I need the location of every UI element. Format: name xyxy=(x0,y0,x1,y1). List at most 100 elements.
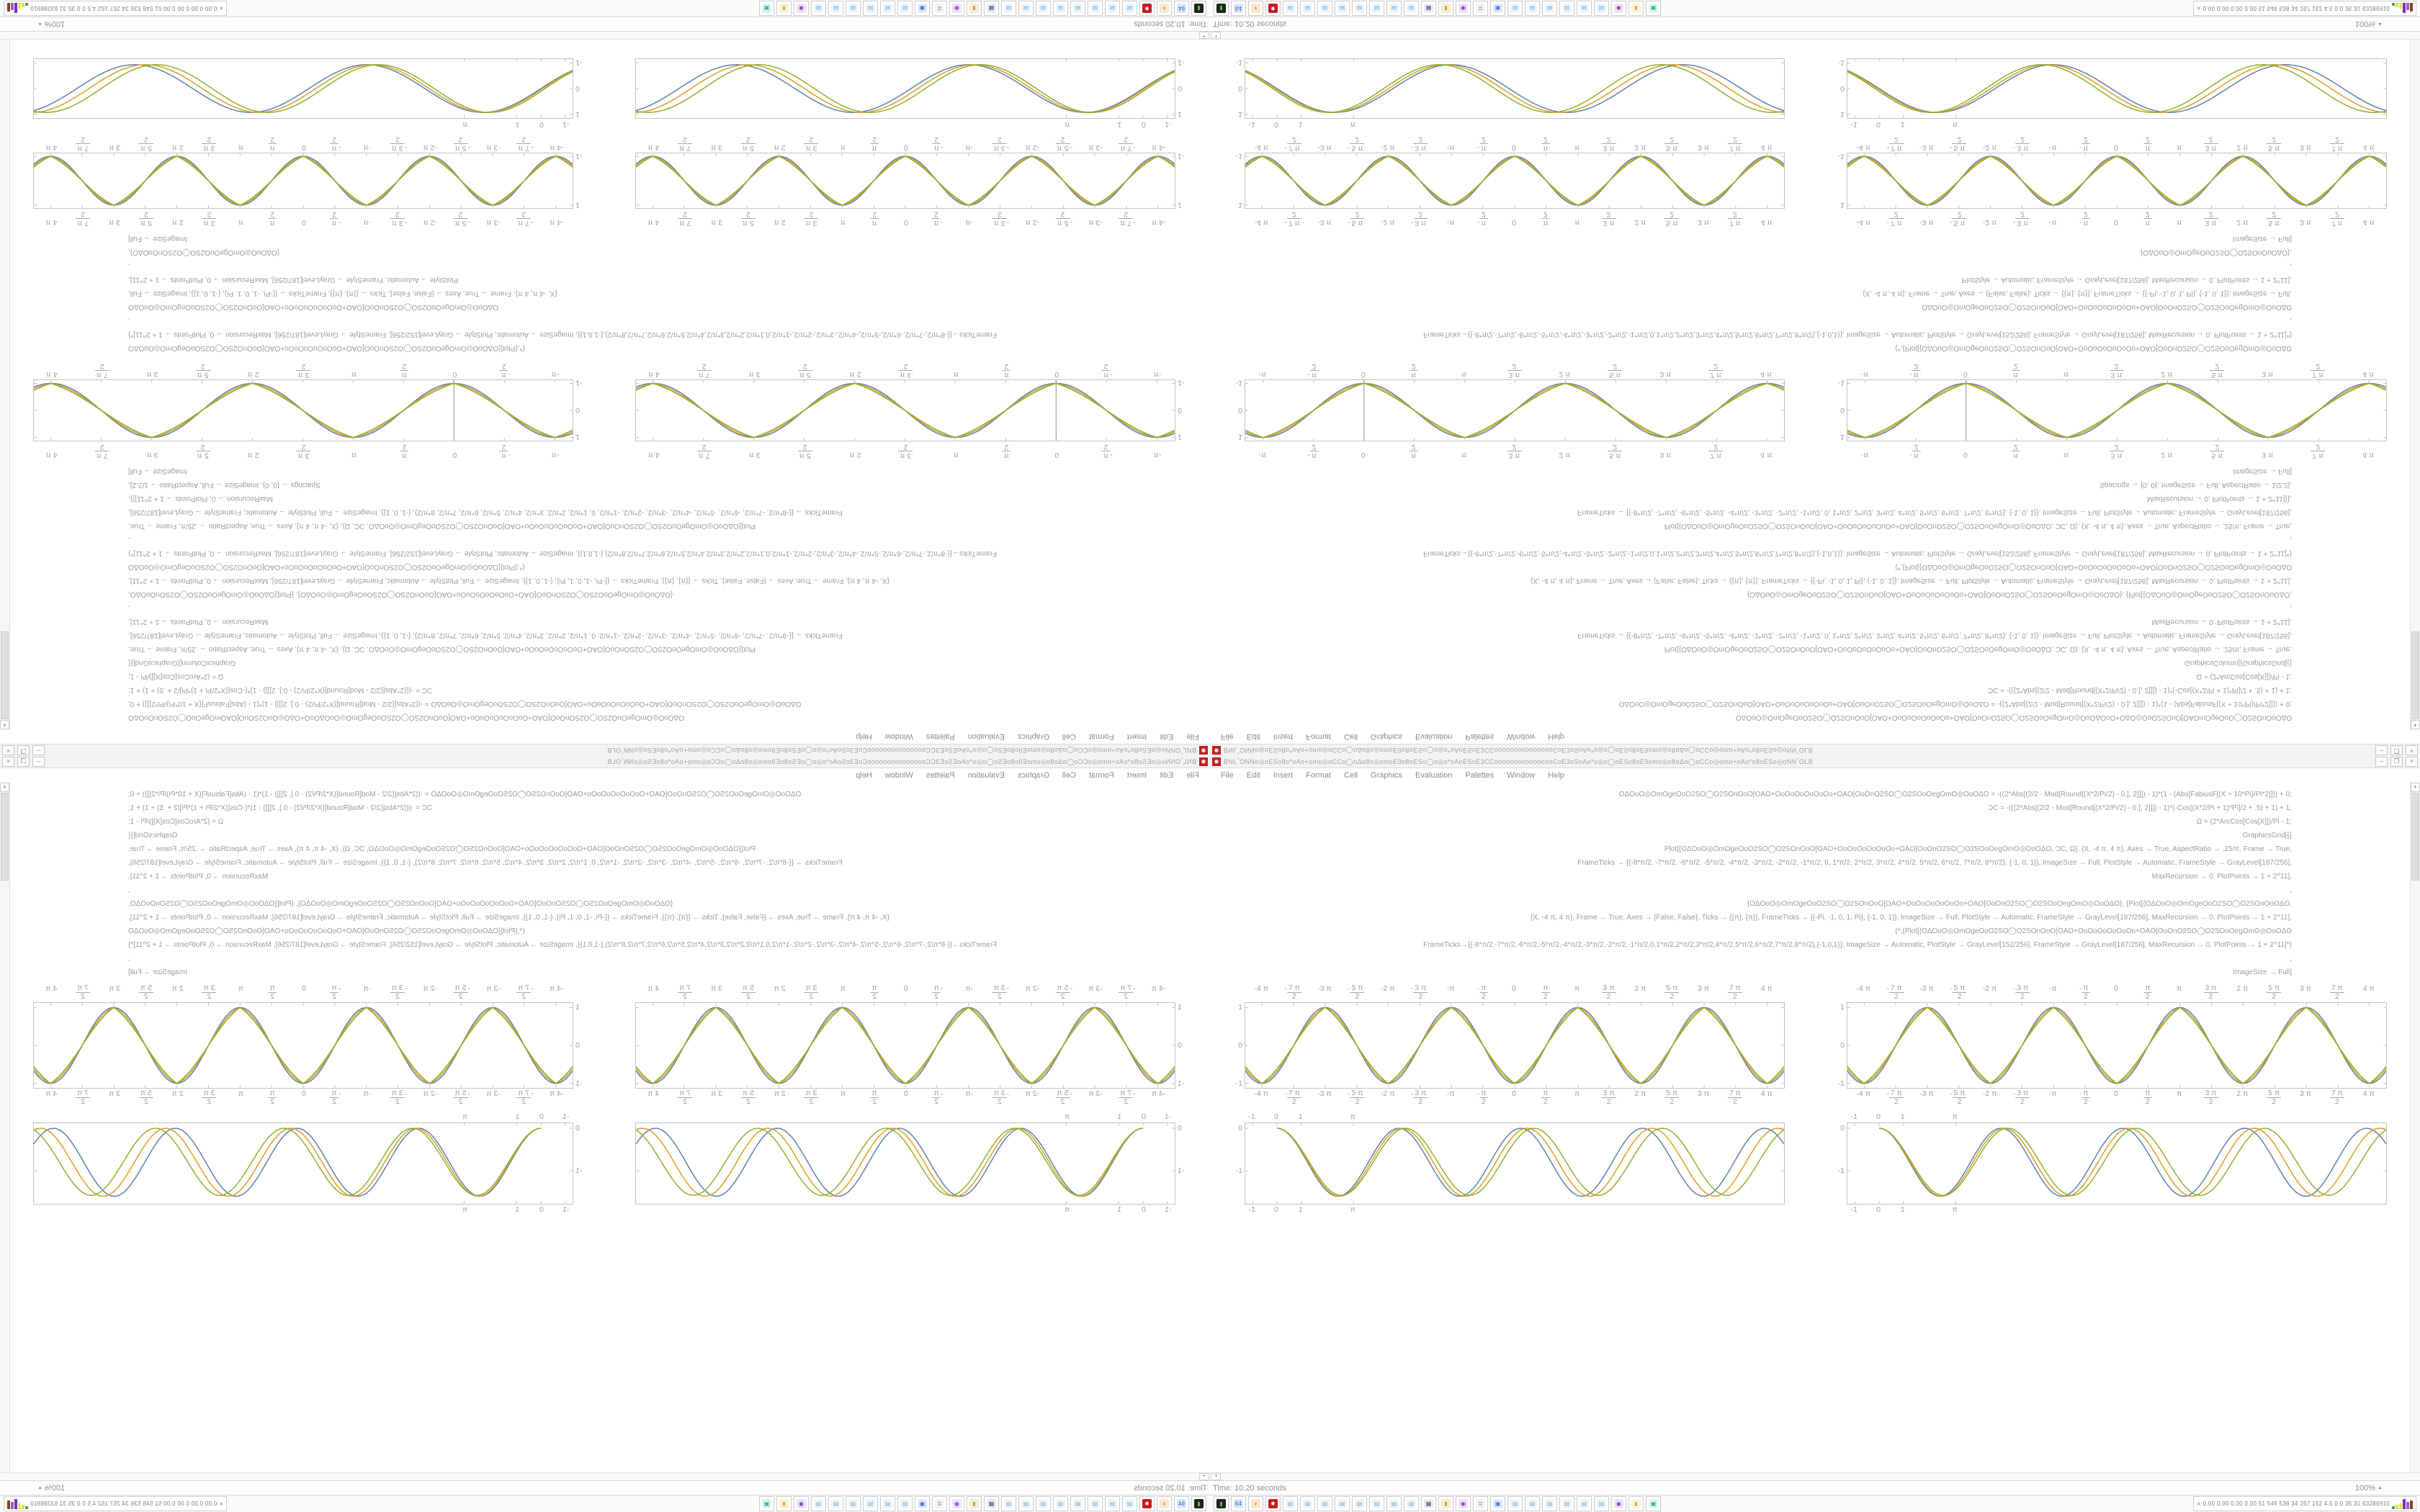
restore-button[interactable]: ❐ xyxy=(2390,757,2403,767)
taskbar-button-masks[interactable]: ◉ xyxy=(1611,1,1626,16)
taskbar-button-teal-app[interactable]: ▣ xyxy=(759,1,774,16)
taskbar-button-terminal[interactable]: ▮ xyxy=(1191,1,1206,16)
close-button[interactable]: × xyxy=(2406,745,2418,755)
taskbar-button-disk-64[interactable]: 64 xyxy=(1174,1,1189,16)
close-button[interactable]: × xyxy=(2406,757,2418,767)
vertical-scrollbar[interactable]: ▴ xyxy=(0,40,10,730)
zoom-control[interactable]: 100% ▲ xyxy=(37,20,65,29)
window-titlebar[interactable]: ✹ BNL‾ONNo◎oESo8o*oAo+omo◎oCCo◯oΔo8o◎omo… xyxy=(1210,756,2420,768)
restore-button[interactable]: ❐ xyxy=(2390,745,2403,755)
window-titlebar[interactable]: ✹ BNL‾ONNo◎oESo8o*oAo+omo◎oCCo◯oΔo8o◎omo… xyxy=(1210,744,2420,756)
taskbar-button-window-blue[interactable]: ▣ xyxy=(915,1496,930,1511)
menu-evaluation[interactable]: Evaluation xyxy=(1415,732,1453,742)
menu-insert[interactable]: Insert xyxy=(1273,732,1294,742)
taskbar-button-owl[interactable]: ◉ xyxy=(1456,1496,1471,1511)
restore-button[interactable]: ❐ xyxy=(17,745,30,755)
menu-palettes[interactable]: Palettes xyxy=(1465,732,1494,742)
scroll-up-arrow[interactable]: ▴ xyxy=(0,720,9,729)
taskbar-button-notebook[interactable]: ▤ xyxy=(1053,1,1068,16)
taskbar-button-window-blue[interactable]: ▣ xyxy=(915,1,930,16)
vertical-scrollbar[interactable]: ▴ xyxy=(2410,40,2420,730)
taskbar-button-notebook[interactable]: ▤ xyxy=(1369,1496,1384,1511)
taskbar-button-masks[interactable]: ◉ xyxy=(1611,1496,1626,1511)
menu-help[interactable]: Help xyxy=(1548,732,1564,742)
taskbar-button-book-yellow[interactable]: ▮ xyxy=(776,1,792,16)
taskbar-button-owl[interactable]: ◉ xyxy=(949,1496,964,1511)
taskbar-button-folder[interactable]: ▮ xyxy=(967,1496,982,1511)
notebook-content[interactable]: OΔOoO◎OmOgeOoO2SO◯O2SOnOoO[OAO+OoOoOoOoO… xyxy=(0,40,1210,730)
vertical-scrollbar[interactable]: ▴ xyxy=(2410,782,2420,1472)
taskbar-button-firefox[interactable]: ◗ xyxy=(1248,1,1263,16)
taskbar-button-notebook[interactable]: ▤ xyxy=(1352,1,1367,16)
taskbar-button-firefox[interactable]: ◗ xyxy=(1157,1,1172,16)
menu-graphics[interactable]: Graphics xyxy=(1017,770,1049,780)
taskbar-button-notebook[interactable]: ▤ xyxy=(828,1,843,16)
minimize-button[interactable]: – xyxy=(32,745,45,755)
taskbar-button-notebook[interactable]: ▤ xyxy=(1507,1,1523,16)
menu-window[interactable]: Window xyxy=(884,770,913,780)
taskbar-button-terminal[interactable]: ▮ xyxy=(1214,1,1229,16)
menu-evaluation[interactable]: Evaluation xyxy=(1415,770,1453,780)
menu-palettes[interactable]: Palettes xyxy=(926,770,955,780)
menu-palettes[interactable]: Palettes xyxy=(926,732,955,742)
taskbar-button-scroll[interactable]: ≣ xyxy=(932,1,947,16)
menu-file[interactable]: File xyxy=(1221,732,1234,742)
taskbar-button-notebook[interactable]: ▤ xyxy=(1335,1496,1350,1511)
taskbar-button-display[interactable]: ▦ xyxy=(1421,1,1436,16)
taskbar-button-teal-app[interactable]: ▣ xyxy=(1646,1,1661,16)
menu-file[interactable]: File xyxy=(1221,770,1234,780)
menu-edit[interactable]: Edit xyxy=(1246,770,1260,780)
scroll-left-arrow[interactable]: ◂ xyxy=(1211,1473,1221,1480)
close-button[interactable]: × xyxy=(2,757,14,767)
taskbar-button-notebook[interactable]: ▤ xyxy=(880,1496,895,1511)
taskbar-button-notebook[interactable]: ▤ xyxy=(1001,1496,1016,1511)
taskbar-button-notebook[interactable]: ▤ xyxy=(1559,1,1574,16)
taskbar-button-display[interactable]: ▦ xyxy=(1421,1496,1436,1511)
system-monitor-applet[interactable]: ∧ 0.00 0.00 0.00 0.00 51 546 536 34 257 1… xyxy=(2192,1496,2416,1511)
taskbar-button-notebook[interactable]: ▤ xyxy=(1577,1496,1592,1511)
taskbar-button-scroll[interactable]: ≣ xyxy=(1473,1496,1488,1511)
scrollbar-thumb[interactable] xyxy=(1,631,9,719)
scroll-up-arrow[interactable]: ▴ xyxy=(0,783,9,792)
menu-window[interactable]: Window xyxy=(1507,732,1536,742)
taskbar-button-notebook[interactable]: ▤ xyxy=(1300,1496,1315,1511)
taskbar-button-notebook[interactable]: ▤ xyxy=(1036,1,1051,16)
notebook-content[interactable]: OΔOoO◎OmOgeOoO2SO◯O2SOnOoO[OAO+OoOoOoOoO… xyxy=(0,782,1210,1472)
taskbar-button-notebook[interactable]: ▤ xyxy=(1404,1496,1419,1511)
taskbar-button-notebook[interactable]: ▤ xyxy=(1386,1,1402,16)
close-button[interactable]: × xyxy=(2,745,14,755)
taskbar-button-notebook[interactable]: ▤ xyxy=(1283,1,1298,16)
horizontal-scrollbar[interactable]: ◂ xyxy=(0,1472,1210,1480)
window-titlebar[interactable]: ✹ BNL‾ONNo◎oESo8o*oAo+omo◎oCCo◯oΔo8o◎omo… xyxy=(0,756,1210,768)
taskbar-button-notebook[interactable]: ▤ xyxy=(1122,1496,1137,1511)
taskbar-button-notebook[interactable]: ▤ xyxy=(1018,1496,1034,1511)
taskbar-button-notebook[interactable]: ▤ xyxy=(1317,1,1332,16)
taskbar-button-teal-app[interactable]: ▣ xyxy=(1646,1496,1661,1511)
code-cell[interactable]: (*,{Plot[{OΔOoO◎OmOgeOoO2SO◯O2SOnOoO[OAO… xyxy=(128,232,1203,355)
taskbar-button-window-blue[interactable]: ▣ xyxy=(1490,1496,1505,1511)
taskbar-button-notebook[interactable]: ▤ xyxy=(1105,1496,1120,1511)
scroll-left-arrow[interactable]: ◂ xyxy=(1211,32,1221,39)
taskbar-button-notebook[interactable]: ▤ xyxy=(863,1496,878,1511)
notebook-content[interactable]: OΔOoO◎OmOgeOoO2SO◯O2SOnOoO[OAO+OoOoOoOoO… xyxy=(1210,782,2420,1472)
minimize-button[interactable]: – xyxy=(2375,745,2388,755)
taskbar-button-disk-64[interactable]: 64 xyxy=(1231,1,1246,16)
system-monitor-applet[interactable]: ∧ 0.00 0.00 0.00 0.00 51 546 536 34 257 1… xyxy=(2192,1,2416,16)
code-cell[interactable]: OΔOoO◎OmOgeOoO2SO◯O2SOnOoO[OAO+OoOoOoOoO… xyxy=(128,464,1203,724)
taskbar-button-book-yellow[interactable]: ▮ xyxy=(1628,1,1644,16)
menu-edit[interactable]: Edit xyxy=(1160,732,1174,742)
taskbar-button-mathematica[interactable]: ✹ xyxy=(1265,1496,1281,1511)
menu-help[interactable]: Help xyxy=(856,732,872,742)
minimize-button[interactable]: – xyxy=(32,757,45,767)
menu-edit[interactable]: Edit xyxy=(1160,770,1174,780)
taskbar-button-notebook[interactable]: ▤ xyxy=(1404,1,1419,16)
menu-help[interactable]: Help xyxy=(856,770,872,780)
code-cell[interactable]: (*,{Plot[{OΔOoO◎OmOgeOoO2SO◯O2SOnOoO[OAO… xyxy=(1217,232,2292,355)
taskbar-button-notebook[interactable]: ▤ xyxy=(1001,1,1016,16)
taskbar-button-notebook[interactable]: ▤ xyxy=(1542,1,1557,16)
taskbar-button-scroll[interactable]: ≣ xyxy=(932,1496,947,1511)
taskbar-button-notebook[interactable]: ▤ xyxy=(1369,1,1384,16)
taskbar-button-notebook[interactable]: ▤ xyxy=(1053,1496,1068,1511)
taskbar-button-notebook[interactable]: ▤ xyxy=(1525,1496,1540,1511)
menu-format[interactable]: Format xyxy=(1306,732,1332,742)
